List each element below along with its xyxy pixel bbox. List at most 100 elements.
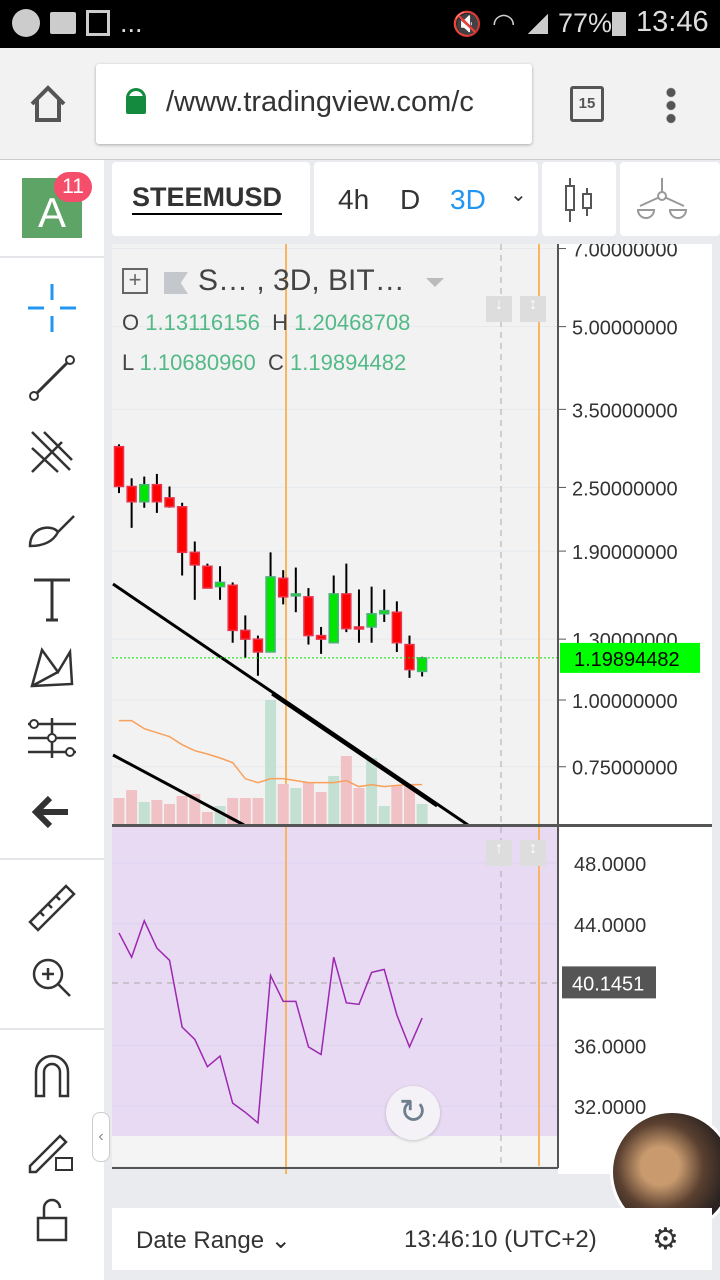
candle-down xyxy=(202,565,213,589)
pattern-icon[interactable] xyxy=(22,638,82,698)
volume-bar xyxy=(353,788,365,824)
candle-down xyxy=(353,626,365,630)
move-up-icon[interactable]: ↑ xyxy=(486,840,512,866)
brush-icon[interactable] xyxy=(22,496,82,556)
move-down-icon[interactable]: ↓ xyxy=(486,296,512,322)
price-tick-label: 7.00000000 xyxy=(572,244,678,262)
series-title[interactable]: S… , 3D, BIT… xyxy=(198,264,405,297)
low-value: 1.10680960 xyxy=(139,350,256,375)
rsi-cursor-badge xyxy=(562,966,656,999)
candle-down xyxy=(341,593,352,630)
price-axis-bg xyxy=(558,244,712,1174)
price-chart[interactable]: 7.00000000 5.00000000 3.50000000 2.50000000… xyxy=(112,244,712,1174)
volume-ma-line xyxy=(119,719,423,788)
low-label: L xyxy=(122,350,134,375)
rsi-tick-label: 36.0000 xyxy=(574,1036,646,1058)
ruler-icon[interactable] xyxy=(22,878,82,938)
rsi-pane-bg xyxy=(112,826,558,1136)
price-tick-label: 0.75000000 xyxy=(572,758,678,780)
volume-bar xyxy=(201,812,213,824)
timezone-clock[interactable]: 13:46:10 (UTC+2) xyxy=(404,1226,597,1253)
candle-down xyxy=(151,483,163,503)
rsi-line xyxy=(118,918,423,1125)
crosshair-icon[interactable] xyxy=(22,278,82,338)
symbol-label: STEEMUSD xyxy=(132,182,283,215)
volume-bar xyxy=(265,700,277,824)
back-arrow-icon[interactable] xyxy=(22,782,82,842)
chevron-down-icon[interactable]: ⌄ xyxy=(510,184,527,206)
interval-d[interactable]: D xyxy=(400,184,421,215)
compare-button[interactable] xyxy=(620,162,720,236)
signal-icon xyxy=(528,14,548,34)
menu-icon[interactable] xyxy=(664,86,678,126)
rsi-cursor-label: 40.1451 xyxy=(572,973,644,995)
pitchfork-icon[interactable] xyxy=(22,422,82,482)
trendline-icon[interactable] xyxy=(22,348,82,408)
url-text: /www.tradingview.com/c xyxy=(166,86,474,118)
chart-type-button[interactable] xyxy=(542,162,616,236)
status-bar: ... 🔇 ◠ 77% 13:46 xyxy=(0,0,720,48)
unlock-icon[interactable] xyxy=(22,1190,82,1250)
candle-down xyxy=(315,634,327,640)
maximize-rsi-icon[interactable]: ↕ xyxy=(520,840,546,866)
volume-bar xyxy=(391,786,403,824)
candles-icon xyxy=(565,178,592,222)
date-range-button[interactable]: Date Range ⌄ xyxy=(136,1226,291,1255)
volume-bar xyxy=(151,800,163,824)
drawing-sidebar: A 11 xyxy=(0,160,104,1280)
candle-up xyxy=(416,657,428,673)
more-notifications: ... xyxy=(120,8,143,38)
volume-bar xyxy=(366,758,378,824)
maximize-pane-icon[interactable]: ↕ xyxy=(520,296,546,322)
candle-down xyxy=(252,638,264,653)
trendline xyxy=(112,582,469,827)
collapse-sidebar-handle[interactable]: ‹ xyxy=(92,1112,110,1162)
wifi-icon: ◠ xyxy=(492,8,516,38)
pane-separator xyxy=(112,824,712,827)
lock-shackle xyxy=(126,88,146,102)
clock: 13:46 xyxy=(636,6,709,38)
navigation-icon xyxy=(12,9,40,37)
interval-4h[interactable]: 4h xyxy=(338,184,370,215)
candle-up xyxy=(378,609,390,615)
image-icon xyxy=(86,10,110,36)
zoom-in-icon[interactable] xyxy=(22,948,82,1008)
magnet-icon[interactable] xyxy=(22,1046,82,1106)
legend-dropdown-icon[interactable] xyxy=(426,278,444,296)
text-icon[interactable] xyxy=(22,568,82,628)
volume-bar xyxy=(138,802,150,824)
symbol-search-button[interactable]: STEEMUSD xyxy=(112,162,310,236)
candle-down xyxy=(240,629,251,640)
price-tick-label: 1.90000000 xyxy=(572,542,678,564)
close-value: 1.19894482 xyxy=(290,350,407,375)
mute-icon: 🔇 xyxy=(452,11,482,38)
reset-chart-icon[interactable]: ↻ xyxy=(386,1086,440,1140)
price-tick-label: 2.50000000 xyxy=(572,478,678,500)
tab-switcher-button[interactable]: 15 xyxy=(570,86,604,122)
high-value: 1.20468708 xyxy=(294,310,411,335)
chart-area[interactable]: 7.00000000 5.00000000 3.50000000 2.50000000… xyxy=(112,244,712,1174)
interval-3d[interactable]: 3D xyxy=(450,184,486,215)
candle-down xyxy=(189,551,201,566)
settings-gear-icon[interactable]: ⚙ xyxy=(652,1223,679,1256)
candle-down xyxy=(113,445,125,488)
fib-icon[interactable] xyxy=(22,708,82,768)
volume-bar xyxy=(227,798,239,824)
flag-icon[interactable] xyxy=(164,272,188,294)
address-bar[interactable]: /www.tradingview.com/c xyxy=(96,64,532,144)
lock-drawing-icon[interactable] xyxy=(22,1118,82,1178)
home-icon[interactable] xyxy=(28,84,68,124)
date-range-label: Date Range xyxy=(136,1227,265,1254)
candle-down xyxy=(303,596,314,637)
candle-down xyxy=(176,506,188,554)
price-tick-label: 1.00000000 xyxy=(572,691,678,713)
volume-bar xyxy=(252,798,264,824)
last-price-badge xyxy=(560,642,700,673)
candle-down xyxy=(126,485,137,503)
expand-icon[interactable]: + xyxy=(122,268,148,294)
battery-percent: 77% xyxy=(558,8,613,38)
candle-up xyxy=(214,581,226,588)
candle-up xyxy=(366,613,377,628)
volume-bar xyxy=(416,804,428,824)
volume-bar xyxy=(378,806,390,824)
